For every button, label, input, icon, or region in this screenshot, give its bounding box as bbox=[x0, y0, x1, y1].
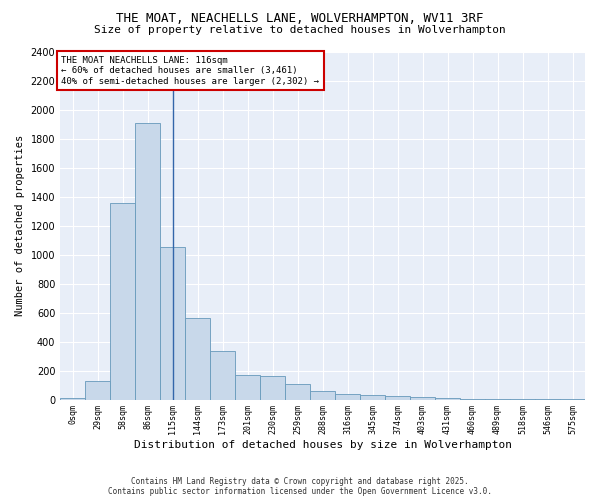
Bar bbox=[160, 248, 185, 400]
Bar bbox=[235, 375, 260, 400]
Bar bbox=[410, 396, 435, 400]
Text: THE MOAT NEACHELLS LANE: 116sqm
← 60% of detached houses are smaller (3,461)
40%: THE MOAT NEACHELLS LANE: 116sqm ← 60% of… bbox=[61, 56, 319, 86]
Bar bbox=[460, 399, 485, 400]
Text: Size of property relative to detached houses in Wolverhampton: Size of property relative to detached ho… bbox=[94, 25, 506, 35]
Bar bbox=[60, 398, 85, 400]
Y-axis label: Number of detached properties: Number of detached properties bbox=[15, 135, 25, 316]
Bar bbox=[85, 382, 110, 400]
Bar bbox=[260, 376, 285, 400]
Bar bbox=[285, 384, 310, 400]
Bar bbox=[210, 351, 235, 400]
Bar bbox=[310, 391, 335, 400]
Bar bbox=[560, 399, 585, 400]
Bar bbox=[485, 399, 510, 400]
X-axis label: Distribution of detached houses by size in Wolverhampton: Distribution of detached houses by size … bbox=[134, 440, 512, 450]
Text: THE MOAT, NEACHELLS LANE, WOLVERHAMPTON, WV11 3RF: THE MOAT, NEACHELLS LANE, WOLVERHAMPTON,… bbox=[116, 12, 484, 26]
Bar bbox=[135, 122, 160, 400]
Bar bbox=[435, 398, 460, 400]
Bar bbox=[385, 396, 410, 400]
Bar bbox=[335, 394, 360, 400]
Bar bbox=[360, 395, 385, 400]
Bar bbox=[110, 203, 135, 400]
Bar bbox=[185, 318, 210, 400]
Text: Contains HM Land Registry data © Crown copyright and database right 2025.
Contai: Contains HM Land Registry data © Crown c… bbox=[108, 476, 492, 496]
